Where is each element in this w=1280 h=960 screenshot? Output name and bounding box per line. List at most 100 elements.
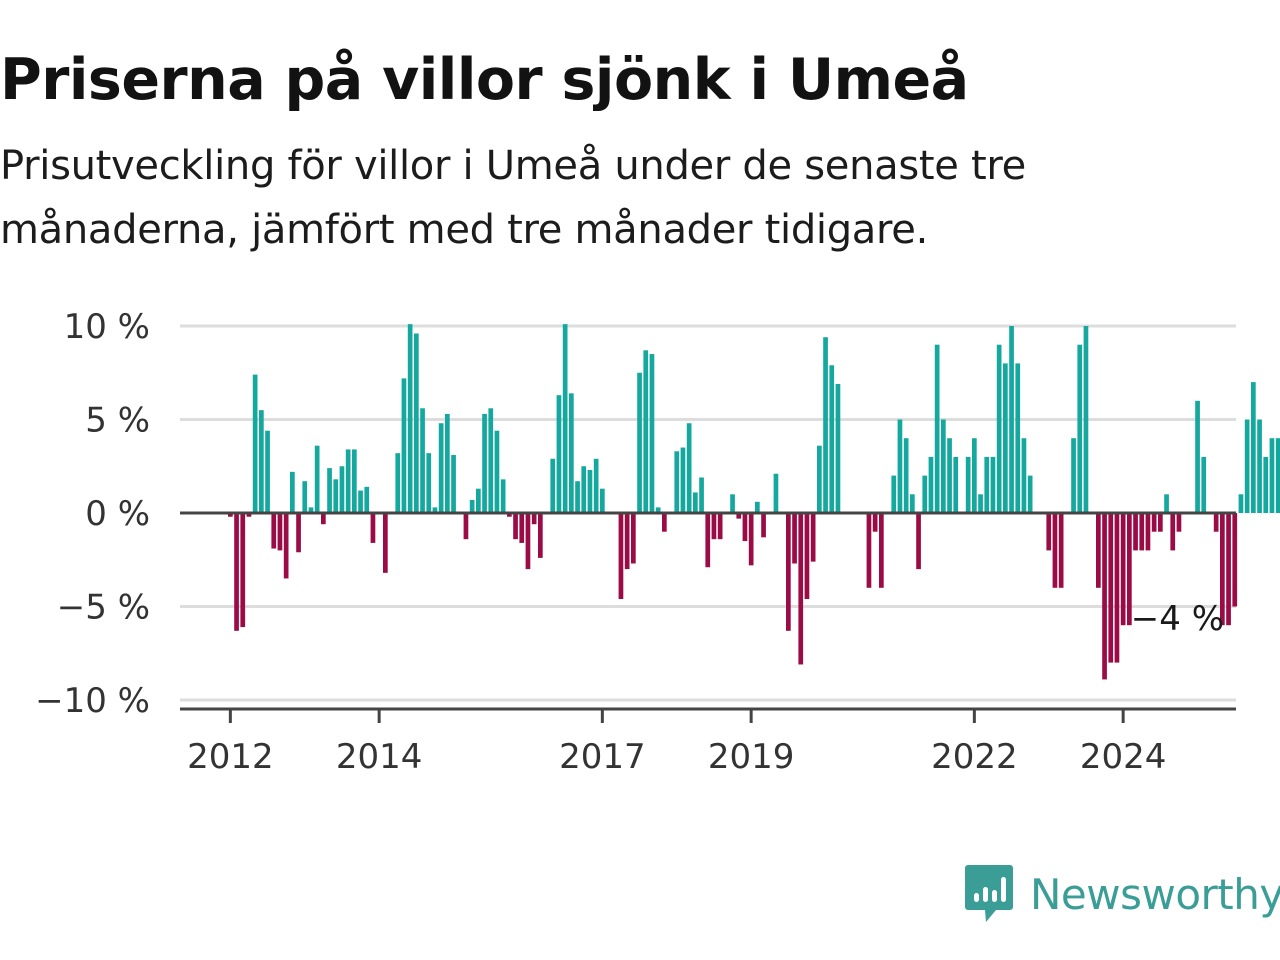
bar-positive bbox=[978, 494, 983, 513]
x-tick-label: 2022 bbox=[931, 737, 1018, 777]
bar-positive bbox=[1021, 438, 1027, 513]
bar-positive bbox=[643, 350, 649, 513]
bar-negative bbox=[1220, 513, 1225, 626]
bar-negative bbox=[786, 513, 791, 631]
bar-negative bbox=[1052, 513, 1058, 588]
bar-negative bbox=[525, 513, 531, 570]
bar-negative bbox=[1127, 513, 1132, 626]
bar-positive bbox=[1269, 438, 1275, 513]
y-tick-label: 0 % bbox=[85, 494, 150, 534]
bar-negative bbox=[370, 513, 376, 543]
bar-positive bbox=[587, 469, 593, 513]
bar-positive bbox=[835, 383, 841, 513]
bar-positive bbox=[1195, 400, 1200, 513]
bar-positive bbox=[686, 423, 692, 513]
newsworthy-logo[interactable]: Newsworthy bbox=[964, 862, 1280, 926]
bar-positive bbox=[996, 344, 1002, 513]
bar-positive bbox=[965, 456, 971, 513]
bar-negative bbox=[916, 513, 921, 570]
bar-positive bbox=[1027, 475, 1033, 513]
bar-positive bbox=[817, 445, 822, 513]
bar-negative bbox=[631, 513, 636, 564]
bar-negative bbox=[538, 513, 543, 558]
bar-positive bbox=[438, 423, 444, 513]
bar-positive bbox=[420, 408, 425, 513]
bar-positive bbox=[922, 475, 928, 513]
bar-negative bbox=[234, 513, 239, 631]
bar-negative bbox=[717, 513, 723, 540]
bar-positive bbox=[953, 456, 959, 513]
bar-positive bbox=[556, 395, 562, 513]
bar-negative bbox=[705, 513, 711, 568]
bar-positive bbox=[990, 456, 996, 513]
bar-positive bbox=[451, 455, 456, 513]
bar-positive bbox=[1015, 363, 1021, 513]
bar-positive bbox=[941, 419, 946, 513]
bar-positive bbox=[265, 430, 270, 513]
bar-negative bbox=[1108, 513, 1114, 663]
bar-positive bbox=[302, 481, 308, 513]
bar-positive bbox=[581, 466, 587, 513]
bar-positive bbox=[562, 324, 568, 513]
bar-negative bbox=[624, 513, 630, 570]
y-tick-label: −10 % bbox=[35, 681, 150, 721]
bar-positive bbox=[327, 468, 332, 513]
bar-positive bbox=[259, 410, 264, 513]
y-tick-label: 5 % bbox=[85, 401, 150, 441]
bar-negative bbox=[736, 513, 742, 519]
bar-negative bbox=[748, 513, 754, 566]
x-tick-label: 2012 bbox=[187, 737, 274, 777]
x-tick-label: 2024 bbox=[1080, 737, 1167, 777]
bar-positive bbox=[345, 449, 351, 513]
bar-positive bbox=[488, 408, 494, 513]
bar-positive bbox=[680, 447, 686, 513]
bar-positive bbox=[426, 453, 432, 513]
bar-negative bbox=[792, 513, 797, 564]
bar-positive bbox=[637, 372, 642, 513]
bar-negative bbox=[228, 513, 233, 517]
bar-positive bbox=[699, 477, 704, 513]
bar-positive bbox=[314, 445, 320, 513]
bar-negative bbox=[1139, 513, 1145, 551]
bar-negative bbox=[531, 513, 537, 525]
bar-positive bbox=[1164, 494, 1169, 513]
bar-negative bbox=[463, 513, 469, 540]
bar-positive bbox=[1251, 382, 1256, 513]
bar-positive bbox=[773, 473, 779, 513]
bar-positive bbox=[947, 438, 952, 513]
bar-positive bbox=[358, 490, 363, 513]
bar-positive bbox=[823, 337, 828, 513]
bar-positive bbox=[290, 471, 295, 513]
bar-positive bbox=[984, 456, 990, 513]
bar-positive bbox=[1083, 326, 1089, 513]
bar-negative bbox=[1058, 513, 1064, 588]
bar-negative bbox=[866, 513, 872, 588]
bar-negative bbox=[1096, 513, 1101, 588]
bar-positive bbox=[910, 494, 915, 513]
bar-negative bbox=[1226, 513, 1231, 626]
bar-negative bbox=[761, 513, 766, 538]
brand-name: Newsworthy bbox=[1030, 869, 1280, 919]
bar-negative bbox=[1151, 513, 1157, 532]
bar-positive bbox=[476, 488, 481, 513]
bar-negative bbox=[742, 513, 748, 542]
y-tick-label: 10 % bbox=[64, 307, 150, 347]
x-tick-label: 2019 bbox=[708, 737, 795, 777]
bar-positive bbox=[928, 456, 934, 513]
bar-negative bbox=[277, 513, 283, 551]
bar-positive bbox=[401, 378, 407, 513]
bar-positive bbox=[575, 481, 580, 513]
bar-negative bbox=[321, 513, 326, 525]
bar-negative bbox=[296, 513, 301, 553]
bar-negative bbox=[383, 513, 388, 573]
bar-positive bbox=[469, 499, 475, 513]
bar-negative bbox=[1213, 513, 1219, 532]
bar-positive bbox=[308, 507, 314, 513]
y-tick-label: −5 % bbox=[57, 588, 150, 628]
bar-negative bbox=[879, 513, 884, 588]
chart-title: Priserna på villor sjönk i Umeå bbox=[0, 47, 969, 113]
bar-positive bbox=[730, 494, 735, 513]
bar-negative bbox=[872, 513, 878, 532]
bar-negative bbox=[798, 513, 804, 665]
bar-positive bbox=[252, 374, 258, 513]
